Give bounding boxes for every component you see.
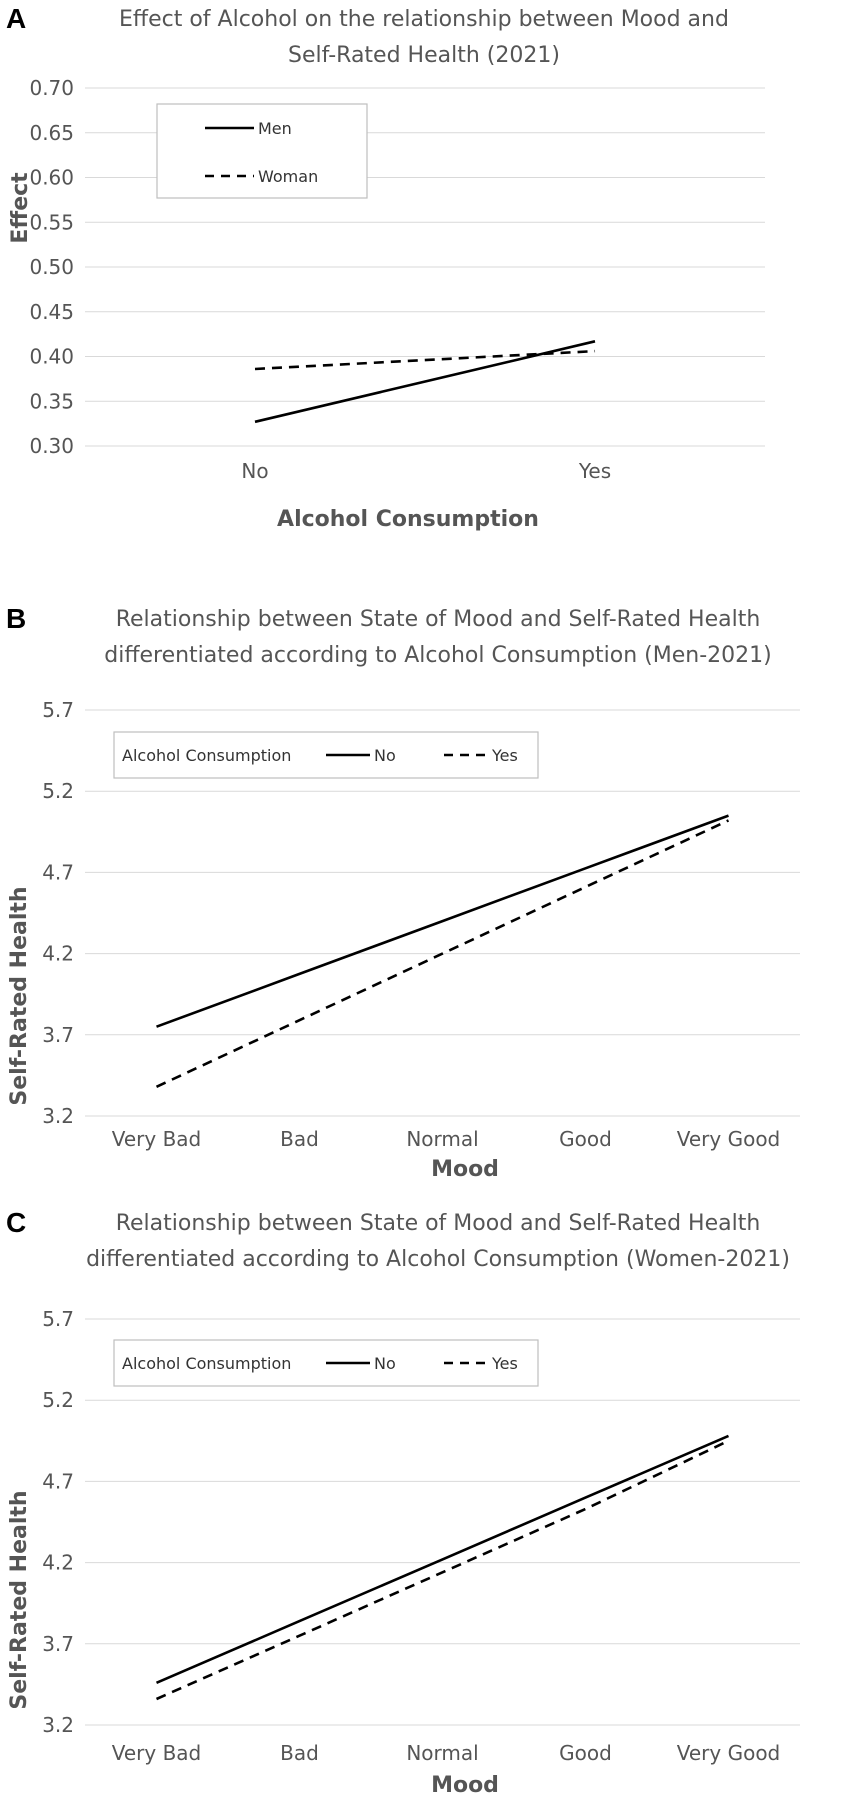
chart-c-x-ticks: Very Bad Bad Normal Good Very Good [112,1741,781,1765]
chart-a-y-tick-label: 0.40 [29,345,74,369]
chart-b-y-ticks: 3.2 3.7 4.2 4.7 5.2 5.7 [42,698,74,1128]
chart-a-title-line-1: Effect of Alcohol on the relationship be… [119,7,729,32]
chart-b-y-tick-label: 3.2 [42,1104,74,1128]
legend-title: Alcohol Consumption [122,746,291,765]
chart-c-x-tick-label: Bad [280,1741,319,1765]
chart-b-series-no-line [156,814,729,1028]
chart-c-y-tick-label: 4.7 [42,1469,74,1493]
chart-a-y-tick-label: 0.35 [29,389,74,413]
chart-a-y-tick-label: 0.50 [29,255,74,279]
chart-a-x-tick-label: Yes [578,459,611,483]
chart-c-y-tick-label: 4.2 [42,1551,74,1575]
chart-a-y-tick-label: 0.65 [29,121,74,145]
chart-a-y-tick-label: 0.55 [29,210,74,234]
chart-a-x-ticks: No Yes [241,459,611,483]
chart-b-y-tick-label: 5.7 [42,698,74,722]
chart-a-y-tick-label: 0.70 [29,76,74,100]
chart-b-y-tick-label: 5.2 [42,779,74,803]
chart-c-y-tick-label: 3.2 [42,1713,74,1737]
panel-letter-b: B [6,603,26,634]
chart-a-series [254,340,596,424]
chart-c-x-tick-label: Normal [406,1741,478,1765]
chart-c-x-axis-label: Mood [431,1773,499,1798]
chart-b-x-tick-label: Bad [280,1127,319,1151]
chart-a-legend-box [156,103,368,199]
chart-a-series-woman-line [254,349,596,371]
chart-c-series-no-line [155,1434,730,1684]
chart-b-x-axis-label: Mood [431,1157,499,1182]
chart-a-y-tick-label: 0.45 [29,300,74,324]
legend-label-yes: Yes [491,1354,518,1373]
chart-a-x-tick-label: No [241,459,268,483]
legend-title: Alcohol Consumption [122,1354,291,1373]
panel-letter-c: C [6,1207,26,1238]
chart-b-x-tick-label: Very Good [677,1127,781,1151]
chart-c-title-line-1: Relationship between State of Mood and S… [116,1211,761,1236]
chart-b-series-yes-line [155,819,730,1088]
chart-b-legend: Alcohol Consumption No Yes [113,731,539,779]
chart-b-y-axis-label: Self-Rated Health [7,886,32,1105]
chart-c-gridlines [85,1318,800,1726]
legend-label-men: Men [258,119,292,138]
chart-a-y-axis-label: Effect [8,172,33,244]
chart-panel-a: A Effect of Alcohol on the relationship … [0,0,851,600]
chart-b-y-tick-label: 3.7 [42,1023,74,1047]
chart-b-x-tick-label: Normal [406,1127,478,1151]
chart-b-title-line-2: differentiated according to Alcohol Cons… [104,643,771,668]
chart-c-y-tick-label: 5.2 [42,1388,74,1412]
chart-c-series-yes-line [155,1439,730,1701]
chart-a-title-line-2: Self-Rated Health (2021) [288,43,560,68]
chart-b-y-tick-label: 4.7 [42,860,74,884]
chart-a-series-men-line [254,340,596,424]
chart-c-x-tick-label: Very Bad [112,1741,202,1765]
chart-c-x-tick-label: Very Good [677,1741,781,1765]
chart-b-x-tick-label: Very Bad [112,1127,202,1151]
chart-c-svg: C Relationship between State of Mood and… [6,1207,800,1798]
chart-panel-b: B Relationship between State of Mood and… [0,600,851,1204]
chart-panel-c: C Relationship between State of Mood and… [0,1204,851,1817]
legend-label-no: No [374,1354,396,1373]
chart-b-y-tick-label: 4.2 [42,942,74,966]
legend-label-woman: Woman [258,167,318,186]
chart-b-series [155,814,730,1088]
chart-c-legend: Alcohol Consumption No Yes [113,1339,539,1387]
panel-letter-a: A [6,3,26,34]
chart-a-y-tick-label: 0.60 [29,166,74,190]
chart-a-svg: A Effect of Alcohol on the relationship … [6,3,765,532]
chart-a-x-axis-label: Alcohol Consumption [277,507,539,532]
chart-b-x-ticks: Very Bad Bad Normal Good Very Good [112,1127,781,1151]
chart-c-title-line-2: differentiated according to Alcohol Cons… [86,1247,790,1272]
chart-a-y-tick-label: 0.30 [29,434,74,458]
legend-label-no: No [374,746,396,765]
chart-c-y-tick-label: 3.7 [42,1632,74,1656]
chart-b-svg: B Relationship between State of Mood and… [6,603,800,1182]
chart-c-y-tick-label: 5.7 [42,1307,74,1331]
chart-b-x-tick-label: Good [559,1127,612,1151]
chart-c-y-axis-label: Self-Rated Health [7,1490,32,1709]
chart-c-series [155,1434,730,1701]
legend-label-yes: Yes [491,746,518,765]
chart-a-legend: Men Woman [156,103,368,199]
chart-c-y-ticks: 3.2 3.7 4.2 4.7 5.2 5.7 [42,1307,74,1737]
chart-b-title-line-1: Relationship between State of Mood and S… [116,607,761,632]
chart-c-x-tick-label: Good [559,1741,612,1765]
chart-a-y-ticks: 0.30 0.35 0.40 0.45 0.50 0.55 0.60 0.65 0.70 [29,76,74,458]
